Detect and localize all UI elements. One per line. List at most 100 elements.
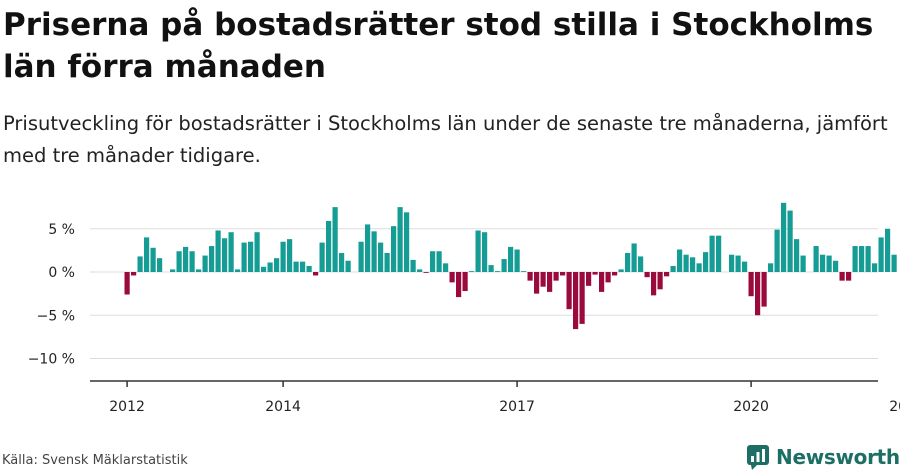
bar-chart-logo-icon — [747, 445, 769, 470]
bar — [521, 271, 527, 272]
bar — [417, 269, 423, 272]
bar — [859, 246, 865, 272]
bar — [371, 231, 377, 272]
brand-logo[interactable]: Newsworthy — [746, 442, 900, 472]
bar — [170, 269, 176, 272]
bar — [274, 258, 280, 272]
bar — [579, 272, 585, 324]
bar — [488, 265, 494, 272]
bar — [378, 242, 384, 272]
bar — [332, 207, 338, 272]
bar — [209, 246, 215, 272]
bars — [124, 202, 897, 330]
bar — [826, 255, 832, 272]
y-tick-label: −10 % — [28, 352, 75, 368]
bar — [670, 265, 676, 272]
bar — [384, 252, 390, 272]
source-text: Källa: Svensk Mäklarstatistik — [2, 453, 188, 468]
bar — [852, 246, 858, 272]
bar — [573, 272, 579, 330]
bar — [339, 252, 345, 272]
bar — [755, 272, 761, 316]
bar — [781, 202, 787, 272]
bar — [651, 272, 657, 296]
chart-title: Priserna på bostadsrätter stod stilla i … — [3, 7, 874, 85]
bar — [553, 272, 559, 281]
bar — [261, 266, 267, 272]
bar — [365, 224, 371, 272]
bar — [592, 272, 598, 275]
y-tick-label: 5 % — [48, 222, 75, 238]
bar — [404, 212, 410, 272]
bar — [566, 272, 572, 310]
bar — [709, 235, 715, 272]
bar — [293, 261, 299, 272]
bar — [878, 237, 884, 272]
bar — [605, 272, 611, 283]
bar — [631, 243, 637, 272]
bar — [527, 272, 533, 281]
bar — [423, 272, 429, 273]
bar — [144, 237, 150, 272]
bar — [534, 272, 540, 294]
bar — [124, 272, 130, 295]
bar — [800, 255, 806, 272]
bar — [215, 230, 221, 272]
bar — [189, 251, 195, 272]
brand-name: Newsworthy — [776, 445, 900, 469]
bar — [391, 226, 397, 272]
x-ticks: 2012 2014 2017 2020 2022 — [109, 381, 900, 415]
bar — [501, 259, 507, 272]
bar — [436, 251, 442, 272]
bar — [131, 272, 137, 276]
bar — [150, 247, 156, 272]
bar — [891, 254, 897, 272]
bar — [397, 207, 403, 272]
x-tick-label: 2017 — [499, 399, 535, 415]
bar — [306, 265, 312, 272]
bar — [358, 241, 364, 272]
bar — [820, 254, 826, 272]
bar — [326, 220, 332, 272]
bar — [443, 263, 449, 272]
y-tick-labels: 5 % 0 % −5 % −10 % — [28, 222, 75, 368]
bar — [456, 272, 462, 298]
bar — [865, 246, 871, 272]
bar — [176, 251, 182, 272]
bar — [410, 259, 416, 272]
bar — [560, 272, 566, 276]
bar — [716, 235, 722, 272]
bar — [241, 242, 247, 272]
bar — [683, 254, 689, 272]
bar — [482, 232, 488, 272]
bar — [787, 210, 793, 272]
bar — [319, 242, 325, 272]
bar — [469, 271, 475, 272]
bar — [300, 261, 306, 272]
bar — [657, 272, 663, 290]
bar — [742, 261, 748, 272]
bar — [137, 256, 143, 272]
bar — [846, 272, 852, 281]
bar — [729, 254, 735, 272]
bar — [475, 230, 481, 272]
bar — [228, 232, 234, 272]
bar — [280, 241, 286, 272]
y-tick-label: 0 % — [48, 265, 75, 281]
x-tick-label: 2014 — [265, 399, 301, 415]
bar — [612, 272, 618, 276]
bar — [462, 272, 468, 292]
bar — [768, 263, 774, 272]
bar — [196, 269, 202, 272]
bar — [774, 229, 780, 272]
bar — [872, 263, 878, 272]
x-tick-label: 2022 — [889, 399, 900, 415]
bar — [644, 272, 650, 278]
chart-subtitle: Prisutveckling för bostadsrätter i Stock… — [3, 112, 888, 167]
bar — [157, 258, 163, 272]
x-tick-label: 2020 — [733, 399, 769, 415]
bar — [638, 256, 644, 272]
bar — [514, 249, 520, 272]
bar — [547, 272, 553, 292]
bar — [599, 272, 605, 292]
